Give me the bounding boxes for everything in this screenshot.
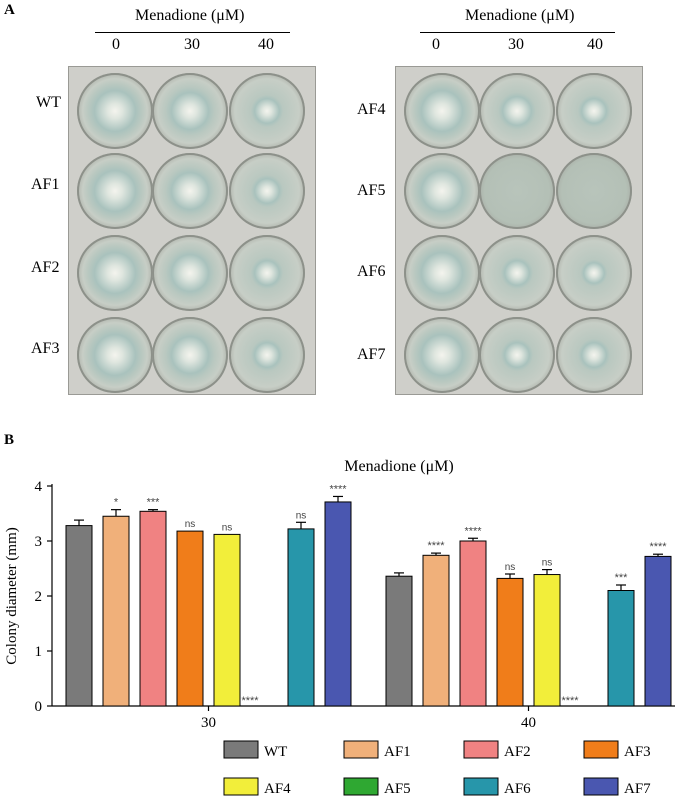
bar-af4 (533, 574, 561, 707)
legend-label-af6: AF6 (504, 781, 531, 797)
legend-swatch-af3 (583, 740, 619, 759)
right-header-rule (420, 32, 615, 33)
significance-label: **** (427, 540, 445, 552)
right-conc-30: 30 (508, 36, 524, 53)
significance-label: *** (615, 572, 629, 584)
bar-wt (65, 525, 93, 707)
legend-label-af5: AF5 (384, 781, 411, 797)
legend-swatch-af1 (343, 740, 379, 759)
plate-well (479, 153, 555, 229)
plate-well (229, 317, 305, 393)
plate-well (404, 73, 480, 149)
bar-af1 (422, 554, 450, 707)
legend-swatch-wt (223, 740, 259, 759)
significance-label: ns (185, 519, 196, 530)
legend-swatch-af2 (463, 740, 499, 759)
plate-well (152, 153, 228, 229)
y-tick-label: 0 (35, 699, 43, 715)
legend-swatch-af5 (343, 777, 379, 796)
significance-label: **** (329, 483, 347, 495)
plate-well (556, 73, 632, 149)
strain-label-wt: WT (36, 94, 61, 111)
plate-well (556, 317, 632, 393)
plate-well (229, 153, 305, 229)
y-tick-label: 2 (35, 589, 43, 605)
plate-well (77, 317, 153, 393)
significance-label: * (114, 497, 119, 509)
panel-b-letter: B (4, 432, 15, 448)
legend-swatch-af6 (463, 777, 499, 796)
bar-af6 (607, 590, 635, 707)
y-tick-label: 4 (35, 479, 43, 495)
legend-label-wt: WT (264, 744, 287, 760)
left-conc-0: 0 (112, 36, 120, 53)
legend-swatch-af7 (583, 777, 619, 796)
chart-title: Menadione (μM) (344, 458, 453, 475)
plate-well (479, 235, 555, 311)
y-tick-label: 1 (35, 644, 43, 660)
plate-well (77, 235, 153, 311)
bar-af2 (459, 540, 487, 707)
right-menadione-header: Menadione (μM) (465, 7, 575, 24)
plate-photo-right (395, 66, 643, 395)
bar-af2 (139, 510, 167, 707)
strain-label-af1: AF1 (31, 176, 60, 193)
legend-label-af3: AF3 (624, 744, 651, 760)
left-menadione-header: Menadione (μM) (135, 7, 245, 24)
left-conc-40: 40 (258, 36, 274, 53)
significance-label: **** (649, 541, 667, 553)
right-conc-0: 0 (432, 36, 440, 53)
legend-label-af4: AF4 (264, 781, 291, 797)
plate-well (229, 73, 305, 149)
significance-label: ns (505, 562, 516, 573)
significance-label: **** (464, 525, 482, 537)
y-tick-label: 3 (35, 534, 43, 550)
strain-label-af4: AF4 (357, 101, 386, 118)
significance-label: **** (561, 695, 579, 707)
plate-well (556, 153, 632, 229)
plate-well (77, 73, 153, 149)
significance-label: ns (296, 510, 307, 521)
plate-well (152, 73, 228, 149)
bar-af3 (496, 577, 524, 707)
legend-label-af2: AF2 (504, 744, 531, 760)
significance-label: ns (542, 558, 553, 569)
plate-well (404, 317, 480, 393)
plate-photo-left (68, 66, 316, 395)
significance-label: *** (147, 497, 161, 509)
bar-af6 (287, 528, 315, 707)
strain-label-af6: AF6 (357, 263, 386, 280)
bar-af4 (213, 533, 241, 707)
legend-swatch-af4 (223, 777, 259, 796)
bar-wt (385, 575, 413, 707)
bar-af7 (324, 501, 352, 707)
strain-label-af5: AF5 (357, 182, 386, 199)
right-conc-40: 40 (587, 36, 603, 53)
legend-label-af7: AF7 (624, 781, 651, 797)
strain-label-af3: AF3 (31, 340, 60, 357)
y-axis-label: Colony diameter (mm) (4, 527, 20, 664)
x-tick-label: 30 (201, 715, 216, 731)
panel-a-letter: A (4, 2, 15, 18)
plate-well (479, 73, 555, 149)
plate-well (479, 317, 555, 393)
plate-well (152, 235, 228, 311)
plate-well (77, 153, 153, 229)
bar-af3 (176, 530, 204, 707)
strain-label-af2: AF2 (31, 259, 60, 276)
left-header-rule (95, 32, 290, 33)
significance-label: **** (241, 695, 259, 707)
x-tick-label: 40 (521, 715, 536, 731)
bar-af1 (102, 515, 130, 707)
plate-well (152, 317, 228, 393)
legend-label-af1: AF1 (384, 744, 411, 760)
plate-well (229, 235, 305, 311)
plate-well (404, 153, 480, 229)
left-conc-30: 30 (184, 36, 200, 53)
strain-label-af7: AF7 (357, 346, 386, 363)
bar-af7 (644, 555, 672, 707)
significance-label: ns (222, 522, 233, 533)
plate-well (556, 235, 632, 311)
plate-well (404, 235, 480, 311)
